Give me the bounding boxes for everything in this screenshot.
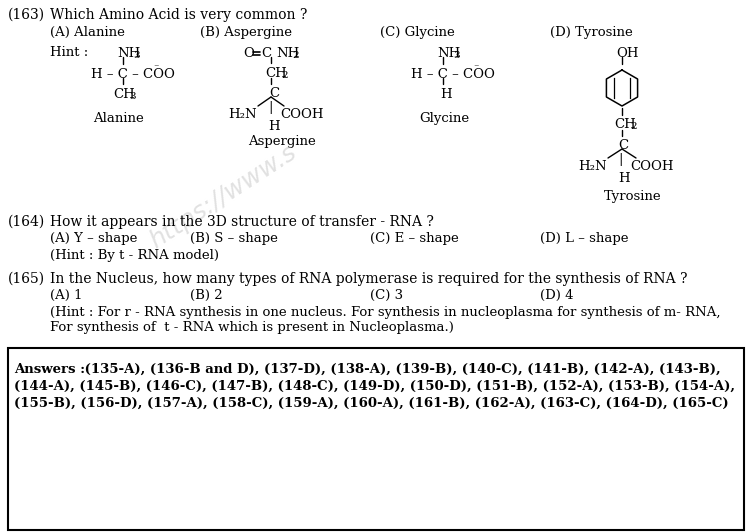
Text: NH: NH: [117, 47, 141, 60]
Text: https://www.s: https://www.s: [145, 140, 301, 253]
Text: 3: 3: [129, 92, 135, 101]
Text: (C) 3: (C) 3: [370, 289, 403, 302]
Text: In the Nucleus, how many types of RNA polymerase is required for the synthesis o: In the Nucleus, how many types of RNA po…: [50, 272, 687, 286]
Text: CH: CH: [113, 88, 135, 101]
FancyBboxPatch shape: [8, 348, 744, 530]
Text: H: H: [268, 120, 280, 133]
Text: C: C: [269, 87, 279, 100]
Text: 3: 3: [133, 51, 140, 60]
Text: ⁻: ⁻: [153, 63, 159, 72]
Text: Answers :: Answers :: [14, 363, 89, 376]
Text: (B) Aspergine: (B) Aspergine: [200, 26, 292, 39]
Text: C: C: [261, 47, 271, 60]
Text: |: |: [618, 153, 623, 166]
Text: O: O: [243, 47, 254, 60]
Text: 2: 2: [630, 122, 637, 131]
Text: (163): (163): [8, 8, 45, 22]
Text: 2: 2: [281, 71, 287, 80]
Text: (A) Y – shape: (A) Y – shape: [50, 232, 138, 245]
Text: C: C: [618, 139, 628, 152]
Text: (135-A), (136-B and D), (137-D), (138-A), (139-B), (140-C), (141-B), (142-A), (1: (135-A), (136-B and D), (137-D), (138-A)…: [80, 363, 720, 376]
Text: (C) E – shape: (C) E – shape: [370, 232, 459, 245]
Text: For synthesis of  t - RNA which is present in Nucleoplasma.): For synthesis of t - RNA which is presen…: [50, 321, 454, 334]
Text: (D) L – shape: (D) L – shape: [540, 232, 629, 245]
Text: Tyrosine: Tyrosine: [604, 190, 662, 203]
Text: H₂N: H₂N: [228, 108, 256, 121]
Text: H: H: [618, 172, 629, 185]
Text: Alanine: Alanine: [93, 112, 144, 125]
Text: NH: NH: [276, 47, 299, 60]
Text: (D) Tyrosine: (D) Tyrosine: [550, 26, 632, 39]
Text: COOH: COOH: [280, 108, 323, 121]
Text: (B) S – shape: (B) S – shape: [190, 232, 278, 245]
Text: (165): (165): [8, 272, 45, 286]
Text: (Hint : By t - RNA model): (Hint : By t - RNA model): [50, 249, 219, 262]
Text: 3: 3: [453, 51, 459, 60]
Text: COOH: COOH: [630, 160, 674, 173]
Text: NH: NH: [437, 47, 460, 60]
Text: H: H: [440, 88, 452, 101]
Text: (155-B), (156-D), (157-A), (158-C), (159-A), (160-A), (161-B), (162-A), (163-C),: (155-B), (156-D), (157-A), (158-C), (159…: [14, 397, 729, 410]
Text: CH: CH: [265, 67, 287, 80]
Text: ⁻: ⁻: [473, 63, 478, 72]
Text: Which Amino Acid is very common ?: Which Amino Acid is very common ?: [50, 8, 308, 22]
Text: H – C – COO: H – C – COO: [91, 68, 175, 81]
Text: H₂N: H₂N: [578, 160, 607, 173]
Text: (D) 4: (D) 4: [540, 289, 574, 302]
Text: (B) 2: (B) 2: [190, 289, 223, 302]
Text: OH: OH: [616, 47, 638, 60]
Text: Aspergine: Aspergine: [248, 135, 316, 148]
Text: Hint :: Hint :: [50, 46, 88, 59]
Text: (A) 1: (A) 1: [50, 289, 83, 302]
Text: H – C – COO: H – C – COO: [411, 68, 495, 81]
Text: (C) Glycine: (C) Glycine: [380, 26, 455, 39]
Text: (164): (164): [8, 215, 45, 229]
Text: (A) Alanine: (A) Alanine: [50, 26, 125, 39]
Text: (Hint : For r - RNA synthesis in one nucleus. For synthesis in nucleoplasma for : (Hint : For r - RNA synthesis in one nuc…: [50, 306, 720, 319]
Text: How it appears in the 3D structure of transfer - RNA ?: How it appears in the 3D structure of tr…: [50, 215, 434, 229]
Text: 2: 2: [292, 51, 299, 60]
Text: Glycine: Glycine: [419, 112, 469, 125]
Text: CH: CH: [614, 118, 635, 131]
Text: (144-A), (145-B), (146-C), (147-B), (148-C), (149-D), (150-D), (151-B), (152-A),: (144-A), (145-B), (146-C), (147-B), (148…: [14, 380, 735, 393]
Text: |: |: [268, 101, 272, 114]
